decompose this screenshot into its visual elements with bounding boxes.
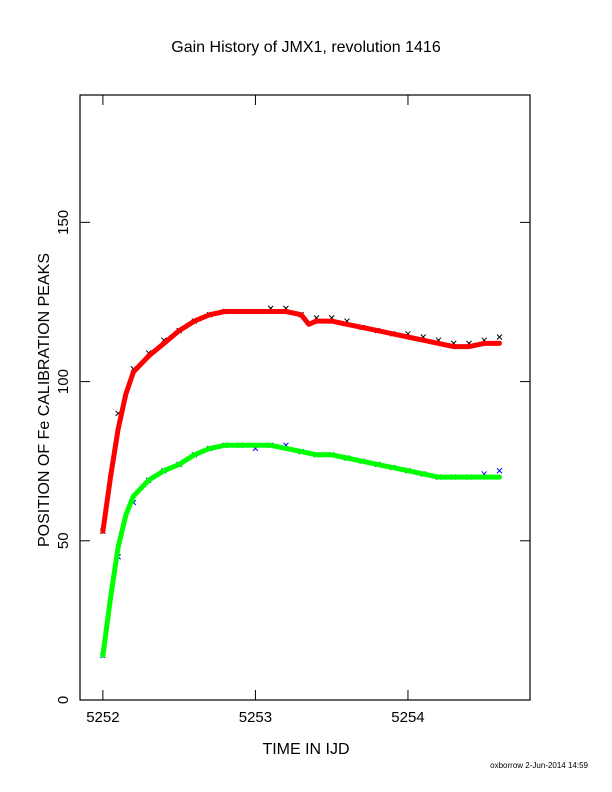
axis-ticks: 5252 5253 5254 0 50 100 150 [55, 95, 530, 726]
plot-credit: oxborrow 2-Jun-2014 14:59 [490, 761, 588, 770]
y-tick-label: 0 [55, 696, 72, 704]
x-tick-label: 5253 [239, 709, 272, 726]
y-axis-label: POSITION OF Fe CALIBRATION PEAKS [36, 253, 53, 547]
y-tick-label: 100 [55, 369, 72, 394]
y-tick-label: 50 [55, 532, 72, 549]
data-point [496, 334, 503, 340]
chart-title: Gain History of JMX1, revolution 1416 [171, 39, 441, 56]
fit-curve [100, 442, 502, 658]
x-tick-label: 5254 [391, 709, 424, 726]
plot-frame [79, 94, 531, 701]
fit-curve [100, 309, 502, 534]
x-tick-label: 5252 [86, 709, 119, 726]
series-marks [100, 305, 503, 659]
y-tick-label: 150 [55, 210, 72, 235]
x-axis-label: TIME IN IJD [262, 741, 349, 758]
data-point [496, 467, 503, 474]
